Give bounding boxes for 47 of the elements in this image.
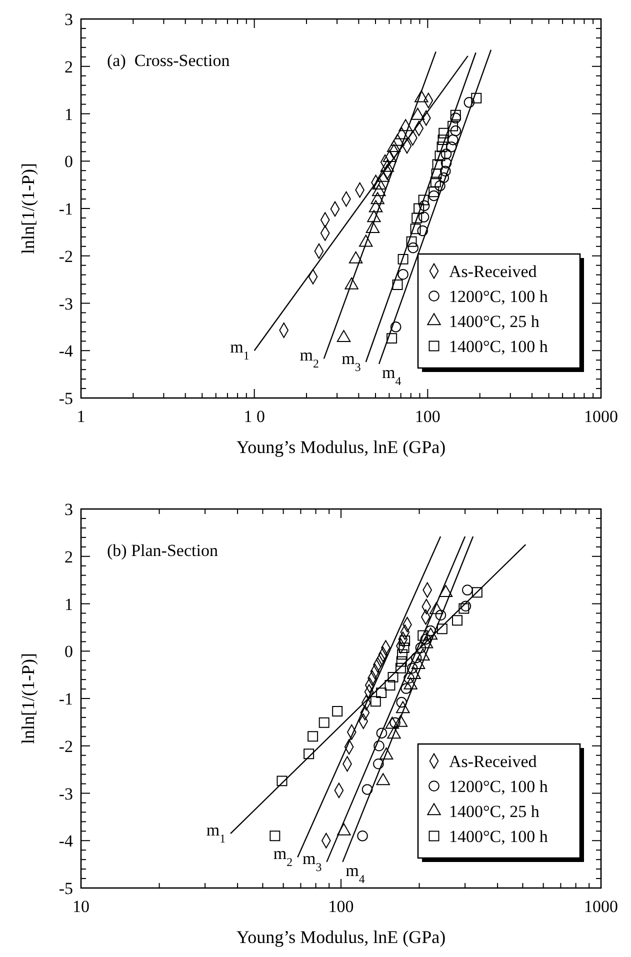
y-tick-label: -3 (58, 294, 73, 314)
y-tick-label: -4 (58, 342, 74, 361)
legend-label: 1200°C, 100 h (449, 287, 548, 306)
legend-label: As-Received (449, 752, 538, 771)
legend-label: 1400°C, 100 h (449, 337, 548, 356)
y-axis-title: lnln[1/(1-P)] (18, 653, 38, 744)
y-tick-label: -5 (58, 879, 73, 898)
x-tick-label: 10 (72, 897, 90, 916)
y-tick-label: 1 (64, 104, 73, 124)
y-tick-label: 0 (64, 152, 73, 172)
y-tick-label: -4 (58, 832, 74, 851)
y-tick-label: 3 (64, 500, 73, 519)
x-tick-label: 1 (76, 407, 86, 426)
x-tick-label: 1 0 (244, 407, 265, 426)
annotation: m$_{2}$ (300, 346, 319, 371)
legend-label: 1400°C, 100 h (449, 827, 548, 846)
annotation: m$_{3}$ (342, 348, 361, 374)
text: (a) Cross-Section (107, 51, 230, 70)
legend-label: 1400°C, 25 h (449, 312, 540, 331)
x-tick-label: 1000 (584, 897, 618, 916)
y-tick-label: -2 (58, 246, 73, 266)
annotation: m$_{4}$ (346, 860, 365, 886)
x-tick-label: 1000 (584, 407, 618, 426)
y-tick-label: -3 (58, 784, 73, 804)
annotation: m$_{2}$ (273, 844, 293, 870)
y-axis-title: lnln[1/(1-P)] (18, 163, 38, 254)
text: (b) Plan-Section (107, 541, 218, 560)
y-tick-label: 0 (64, 642, 73, 662)
annotation: m$_{1}$ (230, 338, 250, 363)
y-tick-label: 2 (64, 57, 73, 76)
y-tick-label: 2 (64, 547, 73, 566)
annotation: m$_{3}$ (302, 848, 322, 874)
y-tick-label: 3 (64, 10, 73, 29)
x-axis-title: Young’s Modulus, lnE (GPa) (236, 927, 446, 947)
y-tick-label: -1 (58, 200, 73, 218)
y-tick-label: 1 (64, 594, 73, 614)
legend-label: As-Received (449, 262, 538, 281)
legend-label: 1400°C, 25 h (449, 802, 540, 821)
x-tick-label: 100 (328, 897, 354, 916)
legend-label: 1200°C, 100 h (449, 777, 548, 796)
annotation: m$_{1}$ (206, 820, 226, 846)
y-tick-label: -2 (58, 736, 73, 756)
x-axis-title: Young’s Modulus, lnE (GPa) (236, 437, 446, 457)
y-tick-label: -1 (58, 690, 73, 708)
annotation: m$_{4}$ (382, 362, 402, 388)
y-tick-label: -5 (58, 389, 73, 408)
x-tick-label: 100 (414, 407, 440, 426)
